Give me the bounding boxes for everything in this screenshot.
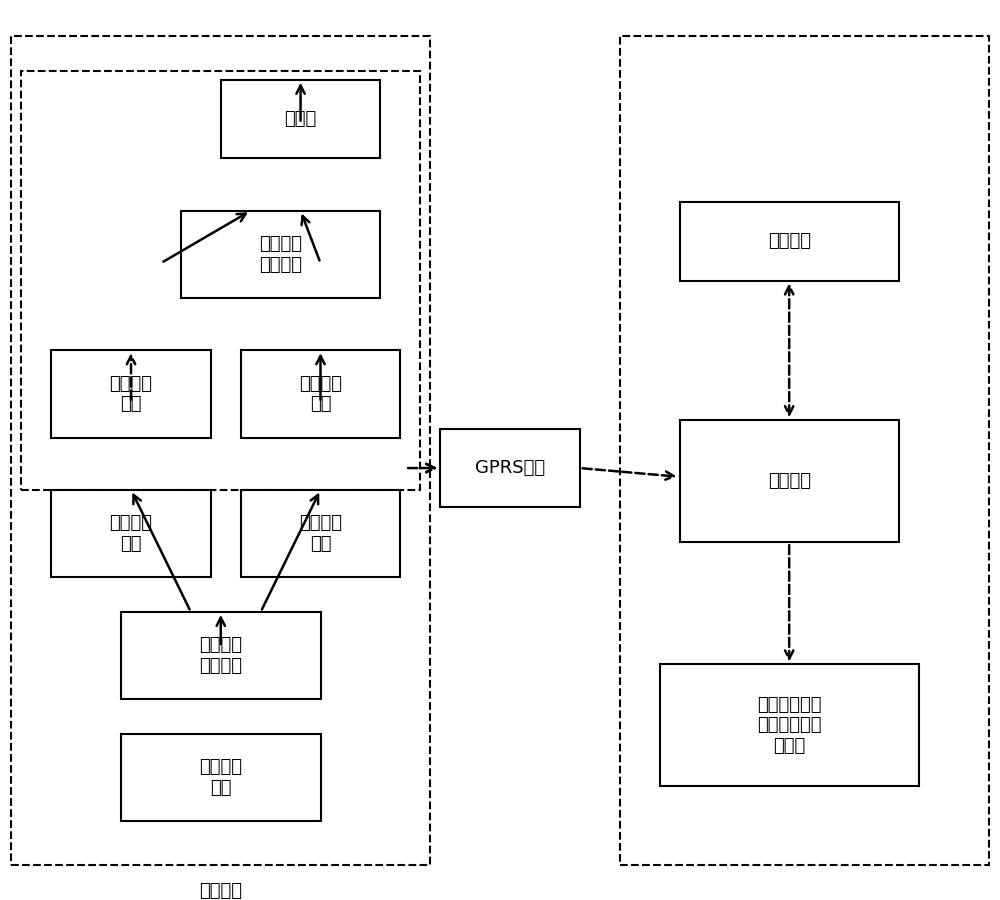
- Text: 政府、系统集
成商、供应商
等部门: 政府、系统集 成商、供应商 等部门: [757, 696, 821, 755]
- Text: 监测终端: 监测终端: [199, 882, 242, 900]
- Text: 有线通信
模块: 有线通信 模块: [299, 374, 342, 413]
- FancyBboxPatch shape: [181, 211, 380, 298]
- FancyBboxPatch shape: [660, 664, 919, 787]
- FancyBboxPatch shape: [680, 202, 899, 281]
- FancyBboxPatch shape: [680, 420, 899, 542]
- FancyBboxPatch shape: [51, 350, 211, 437]
- FancyBboxPatch shape: [221, 80, 380, 158]
- FancyBboxPatch shape: [241, 350, 400, 437]
- Text: GPRS模块: GPRS模块: [475, 459, 545, 477]
- FancyBboxPatch shape: [121, 612, 320, 699]
- Text: 无线接收
模块: 无线接收 模块: [110, 374, 153, 413]
- FancyBboxPatch shape: [121, 734, 320, 822]
- FancyBboxPatch shape: [241, 490, 400, 577]
- Text: 第二数据
处理单元: 第二数据 处理单元: [259, 235, 302, 274]
- FancyBboxPatch shape: [51, 490, 211, 577]
- Text: 无线发送
模块: 无线发送 模块: [110, 514, 153, 553]
- Text: 显示屏: 显示屏: [284, 110, 317, 128]
- Text: 云服务器: 云服务器: [768, 472, 811, 490]
- Text: 数据采集
单元: 数据采集 单元: [199, 759, 242, 797]
- Text: 第一数据
处理单元: 第一数据 处理单元: [199, 636, 242, 675]
- Text: 个人用户: 个人用户: [768, 232, 811, 250]
- FancyBboxPatch shape: [440, 428, 580, 508]
- Text: 有线通信
模块: 有线通信 模块: [299, 514, 342, 553]
